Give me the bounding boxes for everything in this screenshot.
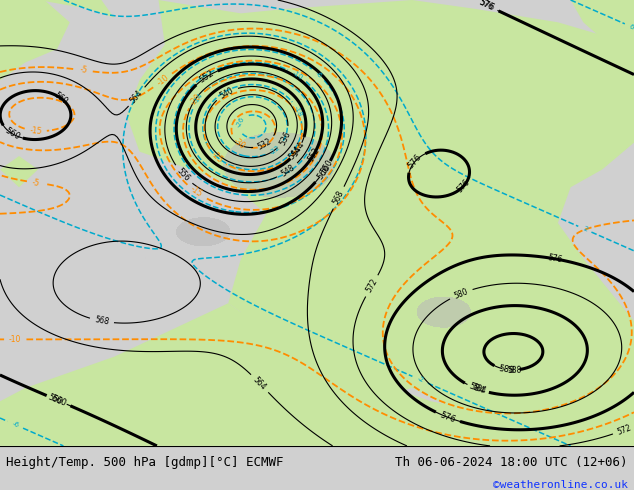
Text: -15: -15: [29, 126, 42, 136]
Text: 568: 568: [94, 316, 110, 327]
Text: 576: 576: [477, 0, 496, 13]
Text: 576: 576: [455, 178, 472, 195]
Text: 548: 548: [279, 163, 296, 179]
Text: 580: 580: [453, 287, 469, 301]
Text: 552: 552: [197, 69, 216, 85]
Text: 552: 552: [306, 146, 321, 163]
Polygon shape: [38, 0, 114, 18]
Text: Th 06-06-2024 18:00 UTC (12+06): Th 06-06-2024 18:00 UTC (12+06): [395, 456, 628, 469]
Text: -20: -20: [188, 92, 204, 107]
Text: 568: 568: [332, 189, 346, 206]
Text: -10: -10: [291, 70, 304, 81]
Text: 560: 560: [47, 392, 64, 406]
Text: 540: 540: [218, 85, 235, 100]
Text: Height/Temp. 500 hPa [gdmp][°C] ECMWF: Height/Temp. 500 hPa [gdmp][°C] ECMWF: [6, 456, 284, 469]
Text: ©weatheronline.co.uk: ©weatheronline.co.uk: [493, 480, 628, 490]
Polygon shape: [0, 303, 634, 446]
Text: -26: -26: [235, 115, 246, 128]
Text: -10: -10: [155, 73, 171, 88]
Text: 2: 2: [581, 225, 588, 233]
Text: 532: 532: [256, 137, 273, 151]
Text: 584: 584: [470, 383, 487, 396]
Text: 544: 544: [287, 145, 304, 162]
Text: -6: -6: [11, 420, 20, 429]
Polygon shape: [127, 0, 634, 423]
Text: 576: 576: [547, 253, 563, 265]
Text: -2: -2: [416, 376, 425, 384]
Text: 588: 588: [507, 365, 522, 374]
Text: -5: -5: [80, 65, 88, 75]
Text: -14: -14: [193, 92, 205, 105]
Text: 564: 564: [129, 88, 145, 105]
Text: -30: -30: [231, 136, 247, 150]
Text: 556: 556: [175, 167, 191, 183]
Text: -25: -25: [209, 150, 224, 165]
Text: 560: 560: [49, 393, 68, 408]
Text: 576: 576: [439, 410, 457, 424]
Text: -10: -10: [9, 335, 22, 344]
Text: 584: 584: [467, 382, 486, 395]
Text: 564: 564: [252, 375, 268, 392]
Text: 544: 544: [290, 140, 307, 158]
Text: 576: 576: [406, 152, 424, 171]
Text: -15: -15: [188, 185, 204, 199]
Text: 588: 588: [498, 364, 515, 375]
Text: -18: -18: [293, 104, 303, 118]
Text: 576: 576: [478, 0, 495, 12]
Text: -5: -5: [31, 178, 40, 188]
Polygon shape: [0, 0, 70, 80]
Text: 560: 560: [320, 158, 335, 175]
Polygon shape: [571, 0, 634, 53]
Text: -22: -22: [269, 144, 281, 155]
Text: 560: 560: [4, 126, 22, 142]
Text: 560: 560: [53, 91, 70, 106]
Text: 536: 536: [278, 129, 292, 147]
Text: 572: 572: [364, 277, 379, 294]
Polygon shape: [0, 156, 38, 187]
Text: 572: 572: [616, 423, 633, 437]
Text: -6: -6: [314, 70, 323, 79]
Text: 560: 560: [315, 163, 332, 181]
Text: 6: 6: [628, 23, 634, 30]
